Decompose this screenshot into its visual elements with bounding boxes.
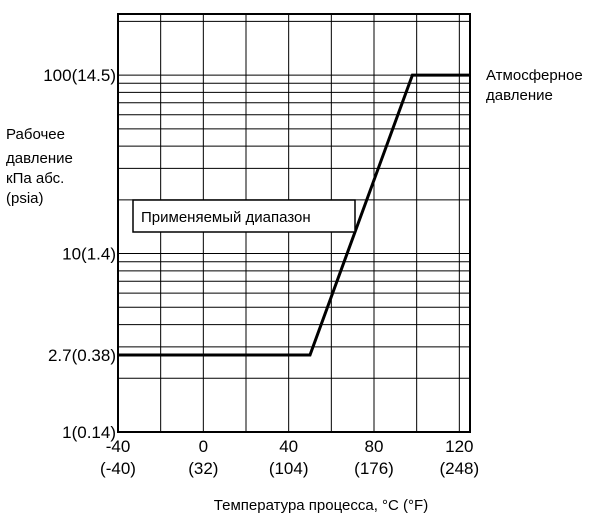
- x-tick-label: -40: [106, 437, 131, 456]
- pressure-limit-line: [118, 73, 470, 357]
- x-axis-title: Температура процесса, °C (°F): [214, 497, 428, 514]
- y-tick-label: 1(0.14): [62, 423, 116, 442]
- x-tick-label: 80: [365, 437, 384, 456]
- y-axis-title-line-1: Рабочее: [6, 126, 65, 143]
- x-tick-sublabel: (104): [269, 459, 309, 478]
- x-tick-sublabel: (-40): [100, 459, 136, 478]
- x-tick-sublabel: (32): [188, 459, 218, 478]
- atmospheric-pressure-annotation: Атмосферное давление: [486, 67, 583, 104]
- x-tick-label: 0: [199, 437, 208, 456]
- x-tick-label: 120: [445, 437, 473, 456]
- y-tick-label: 100(14.5): [43, 66, 116, 85]
- y-axis-title-line-4: (psia): [6, 190, 44, 207]
- applicable-range-box: Применяемый диапазон: [132, 199, 356, 233]
- applicable-range-label: Применяемый диапазон: [141, 209, 311, 226]
- annotation-line-2: давление: [486, 87, 553, 104]
- x-tick-label: 40: [279, 437, 298, 456]
- series-layer: [118, 73, 470, 357]
- x-tick-sublabel: (248): [439, 459, 479, 478]
- x-tick-sublabel: (176): [354, 459, 394, 478]
- tick-labels: 1(0.14) 2.7(0.38) 10(1.4) 100(14.5) -40 (-40)…: [43, 66, 479, 478]
- plot-frame: [117, 13, 471, 433]
- y-tick-label: 10(1.4): [62, 245, 116, 264]
- annotation-line-1: Атмосферное: [486, 67, 583, 84]
- y-axis-title-line-3: кПа абс.: [6, 170, 64, 187]
- applicable-range-box-frame: [132, 199, 356, 233]
- y-axis-title: Рабочее давление кПа абс. (psia): [6, 126, 73, 207]
- y-axis-title-line-2: давление: [6, 150, 73, 167]
- y-tick-label: 2.7(0.38): [48, 346, 116, 365]
